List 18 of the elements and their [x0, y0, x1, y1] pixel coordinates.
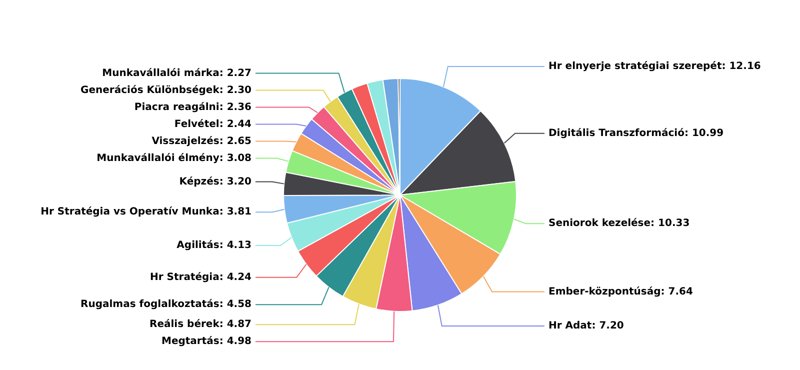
slice-label: Munkavállalói élmény: 3.08 — [96, 152, 252, 164]
slice-label: Felvétel: 2.44 — [174, 118, 252, 130]
slice-label: Képzés: 3.20 — [179, 176, 252, 188]
slice-label: Digitális Transzformáció: 10.99 — [548, 128, 724, 139]
slice-label: Hr elnyerje stratégiai szerepét: 12.16 — [548, 61, 761, 72]
slice-label: Seniorok kezelése: 10.33 — [548, 218, 690, 230]
slice-label: Hr Stratégia: 4.24 — [150, 272, 252, 283]
slice-label: Ember-központúság: 7.64 — [548, 286, 693, 298]
slice-label: Hr Adat: 7.20 — [548, 320, 624, 332]
slice-label: Munkavállalói márka: 2.27 — [102, 68, 252, 79]
slice-label: Visszajelzés: 2.65 — [152, 136, 252, 147]
slice-label: Piacra reagálni: 2.36 — [134, 102, 252, 113]
slice-label: Hr Stratégia vs Operatív Munka: 3.81 — [40, 206, 252, 218]
slice-label: Reális bérek: 4.87 — [150, 319, 252, 330]
slice-label: Rugalmas foglalkoztatás: 4.58 — [80, 299, 252, 310]
slice-label: Agilitás: 4.13 — [176, 240, 252, 252]
slice-label: Generációs Különbségek: 2.30 — [80, 84, 252, 96]
slice-label: Megtartás: 4.98 — [162, 336, 252, 348]
